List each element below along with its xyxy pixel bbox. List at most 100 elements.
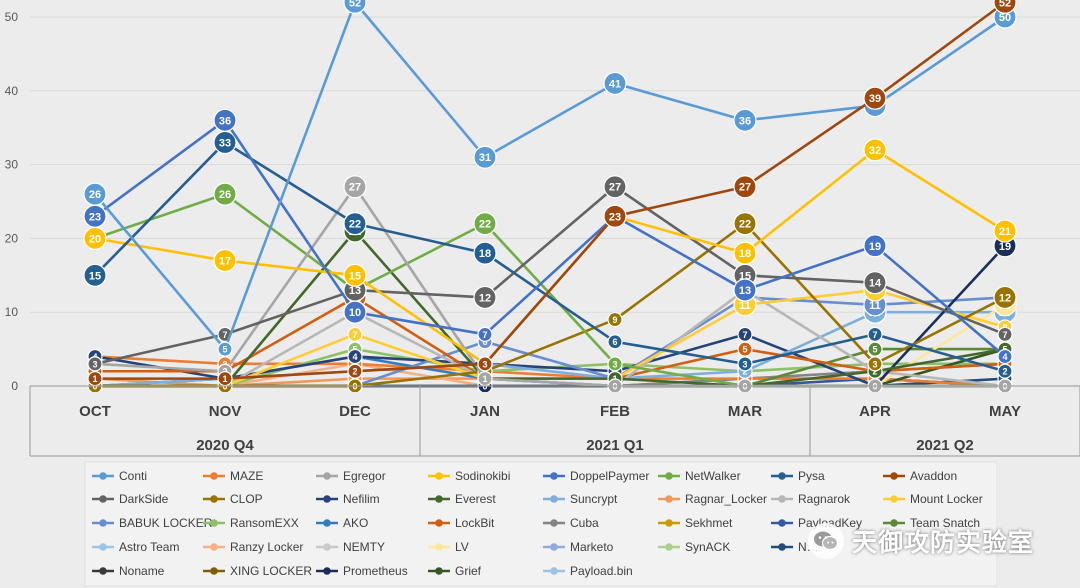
data-label: 5	[872, 345, 877, 355]
data-label: 1	[482, 374, 487, 384]
legend-label: XING LOCKER	[230, 564, 312, 578]
quarter-label: 2020 Q4	[196, 437, 254, 454]
series-line	[94, 119, 1006, 358]
legend-label: Ragnarok	[798, 492, 851, 506]
x-tick-label: MAR	[728, 403, 762, 420]
data-point	[997, 348, 1013, 365]
legend: Conti MAZE Egregor Sodinokibi DoppelPaymer Ne…	[84, 461, 998, 587]
legend-item: XING LOCKER	[203, 564, 312, 578]
legend-label: MAZE	[230, 469, 263, 483]
data-label: 7	[482, 330, 487, 340]
data-label: 19	[999, 241, 1011, 253]
legend-label: NEMTY	[343, 540, 385, 554]
data-label: 36	[739, 115, 751, 127]
legend-item: DarkSide	[92, 492, 169, 506]
legend-swatch-marker	[778, 495, 786, 503]
data-label: 1	[92, 374, 97, 384]
legend-item: Suncrypt	[543, 492, 618, 506]
data-point	[347, 348, 363, 365]
legend-swatch-marker	[99, 567, 107, 575]
legend-label: LockBit	[455, 516, 495, 530]
legend-label: DoppelPaymer	[570, 469, 649, 483]
legend-label: Mount Locker	[910, 492, 983, 506]
series-line	[95, 229, 1006, 388]
series-conti: 265523141363850	[83, 0, 1017, 357]
data-label: 11	[869, 300, 881, 312]
data-label: 39	[869, 93, 881, 105]
legend-swatch-marker	[890, 519, 898, 527]
data-label: 19	[869, 241, 881, 253]
legend-item: BABUK LOCKER	[92, 516, 213, 530]
legend-label: AKO	[343, 516, 368, 530]
legend-item: Team Snatch	[883, 516, 980, 530]
data-point	[867, 326, 883, 342]
data-point	[473, 145, 497, 169]
legend-swatch-marker	[778, 519, 786, 527]
legend-label: Suncrypt	[570, 492, 618, 506]
wechat-icon	[808, 523, 844, 559]
data-point	[83, 182, 107, 206]
data-label: 4	[1002, 352, 1007, 362]
data-label: 3	[872, 359, 877, 369]
data-label: 5	[222, 345, 227, 355]
legend-label: Cuba	[570, 516, 599, 530]
data-point	[867, 356, 883, 372]
data-label: 22	[349, 219, 361, 231]
data-label: 7	[872, 330, 877, 340]
legend-label: Avaddon	[910, 469, 957, 483]
x-tick-label: FEB	[600, 403, 630, 420]
legend-swatch-marker	[323, 472, 331, 480]
data-point	[737, 341, 753, 357]
data-point	[863, 138, 887, 162]
legend-label: Prometheus	[343, 564, 408, 578]
data-point	[993, 285, 1017, 310]
legend-swatch-marker	[323, 495, 331, 503]
series-line	[94, 141, 1006, 373]
legend-swatch-marker	[665, 543, 673, 551]
legend-swatch-marker	[665, 519, 673, 527]
data-point	[603, 204, 627, 228]
data-label: 2	[872, 367, 877, 377]
data-label: 27	[739, 182, 751, 194]
legend-label: SynACK	[685, 540, 730, 554]
data-point	[603, 175, 627, 199]
data-label: 14	[869, 278, 882, 290]
x-tick-label: MAY	[989, 403, 1021, 420]
legend-swatch-marker	[99, 543, 107, 551]
legend-item: Astro Team	[92, 540, 179, 554]
legend-label: Grief	[455, 564, 482, 578]
data-label: 7	[1002, 330, 1007, 340]
legend-swatch-marker	[210, 495, 218, 503]
data-point	[867, 341, 883, 357]
data-point	[737, 326, 753, 342]
legend-item: Cuba	[543, 516, 599, 530]
data-point	[343, 0, 367, 14]
data-label: 18	[479, 248, 491, 260]
data-label: 7	[222, 330, 227, 340]
data-label: 20	[89, 233, 101, 245]
x-tick-label: JAN	[470, 403, 500, 420]
legend-item: Sodinokibi	[428, 469, 510, 483]
data-point	[993, 219, 1017, 243]
data-label: 27	[609, 182, 621, 194]
data-point	[213, 108, 237, 132]
series-line	[94, 185, 1006, 366]
data-label: 18	[739, 248, 751, 260]
legend-label: Ranzy Locker	[230, 540, 303, 554]
data-label: 36	[219, 115, 231, 127]
data-point	[607, 334, 623, 350]
legend-swatch-marker	[323, 543, 331, 551]
data-label: 3	[742, 359, 747, 369]
x-tick-label: DEC	[339, 403, 371, 420]
legend-swatch-marker	[550, 472, 558, 480]
data-label: 52	[349, 0, 361, 9]
data-point	[473, 241, 497, 265]
legend-item: Prometheus	[316, 564, 408, 578]
data-label: 41	[609, 78, 621, 90]
y-axis: 0 10 20 30 40 50	[5, 10, 19, 393]
legend-swatch-marker	[210, 543, 218, 551]
legend-item: LockBit	[428, 516, 495, 530]
data-label: 12	[479, 292, 491, 304]
data-point	[347, 363, 363, 379]
